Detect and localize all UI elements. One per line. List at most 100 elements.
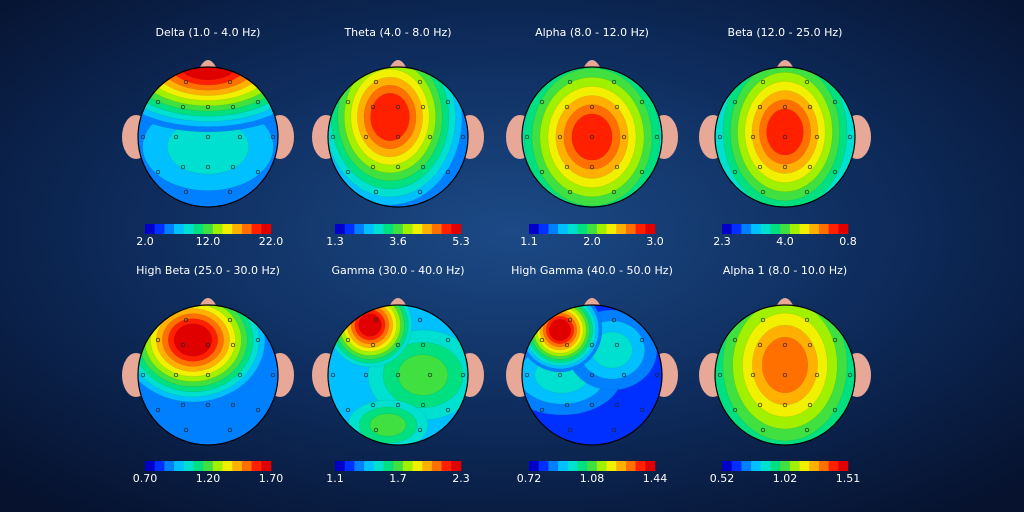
colorbar-cell (741, 224, 752, 234)
electrode (804, 79, 810, 85)
electrode (654, 134, 660, 140)
electrode (539, 169, 545, 175)
colorbar-cell (335, 461, 345, 471)
electrode (782, 372, 788, 378)
colorbar-cell (402, 224, 413, 234)
electrode (255, 99, 261, 105)
colorbar-label: 2.3 (452, 472, 470, 485)
colorbar-cell (383, 461, 394, 471)
electrode (611, 317, 617, 323)
electrode (567, 79, 573, 85)
electrode (732, 337, 738, 343)
colorbar-cell (174, 461, 185, 471)
electrode (460, 134, 466, 140)
electrode (155, 99, 161, 105)
electrode (804, 317, 810, 323)
electrode (395, 402, 401, 408)
colorbar-cell (789, 224, 800, 234)
electrode (345, 407, 351, 413)
colorbar-cell (373, 461, 384, 471)
colorbar-cell (838, 224, 849, 234)
colorbar-cell (232, 224, 243, 234)
head-outline (521, 66, 663, 208)
electrode (564, 342, 570, 348)
electrode (614, 402, 620, 408)
electrode (445, 407, 451, 413)
electrode (654, 372, 660, 378)
electrode (330, 134, 336, 140)
electrode (370, 342, 376, 348)
electrode (445, 99, 451, 105)
colorbar-label: 1.02 (773, 472, 798, 485)
colorbar-cell (222, 461, 233, 471)
colorbar-cell (567, 461, 578, 471)
electrode (395, 134, 401, 140)
electrode (237, 372, 243, 378)
electrode (832, 99, 838, 105)
colorbar-label: 2.0 (583, 235, 601, 248)
electrode (183, 189, 189, 195)
colorbar-cell (145, 224, 155, 234)
electrode (205, 104, 211, 110)
electrode (782, 402, 788, 408)
colorbar-cell (212, 224, 223, 234)
electrode (395, 342, 401, 348)
colorbar-cell (799, 461, 810, 471)
colorbar-cell (422, 461, 433, 471)
heatmap (522, 67, 662, 207)
electrode (255, 337, 261, 343)
colorbar-cell (174, 224, 185, 234)
electrode (611, 79, 617, 85)
electrode (524, 372, 530, 378)
electrode (417, 427, 423, 433)
electrode (330, 372, 336, 378)
colorbar-cell (548, 224, 559, 234)
electrode (180, 342, 186, 348)
colorbar-cell (335, 224, 345, 234)
electrode (255, 169, 261, 175)
colorbar-cell (587, 224, 598, 234)
electrode (589, 134, 595, 140)
electrode (345, 99, 351, 105)
colorbar-cell (606, 461, 617, 471)
colorbar-cell (789, 461, 800, 471)
colorbar-cell (164, 224, 175, 234)
map-title: Beta (12.0 - 25.0 Hz) (728, 26, 843, 39)
heat-contour (358, 313, 382, 337)
electrode (760, 79, 766, 85)
colorbar-label: 1.7 (389, 472, 407, 485)
colorbar-cell (183, 224, 194, 234)
colorbar-cell (431, 461, 442, 471)
colorbar-cell (373, 224, 384, 234)
electrode (611, 427, 617, 433)
electrode (230, 104, 236, 110)
heat-contour (397, 354, 449, 396)
electrode (183, 427, 189, 433)
electrode (757, 164, 763, 170)
colorbar-cell (451, 461, 462, 471)
colorbar-cell (558, 224, 569, 234)
colorbar-label: 1.1 (326, 472, 344, 485)
electrode (832, 169, 838, 175)
map-title: Alpha 1 (8.0 - 10.0 Hz) (723, 264, 847, 277)
electrode (395, 372, 401, 378)
electrode (230, 164, 236, 170)
electrode (237, 134, 243, 140)
colorbar-cell (625, 224, 636, 234)
electrode (782, 164, 788, 170)
colorbar-cell (538, 224, 549, 234)
electrode (205, 402, 211, 408)
colorbar-cell (635, 461, 646, 471)
colorbar-cell (241, 461, 252, 471)
topomap: High Beta (25.0 - 30.0 Hz) 0.70 1.20 1.70 (122, 264, 294, 485)
electrode (589, 342, 595, 348)
electrode (760, 317, 766, 323)
electrode (524, 134, 530, 140)
electrode (180, 164, 186, 170)
electrode (180, 104, 186, 110)
colorbar-cell (625, 461, 636, 471)
electrode (173, 372, 179, 378)
colorbar-cell (154, 461, 165, 471)
